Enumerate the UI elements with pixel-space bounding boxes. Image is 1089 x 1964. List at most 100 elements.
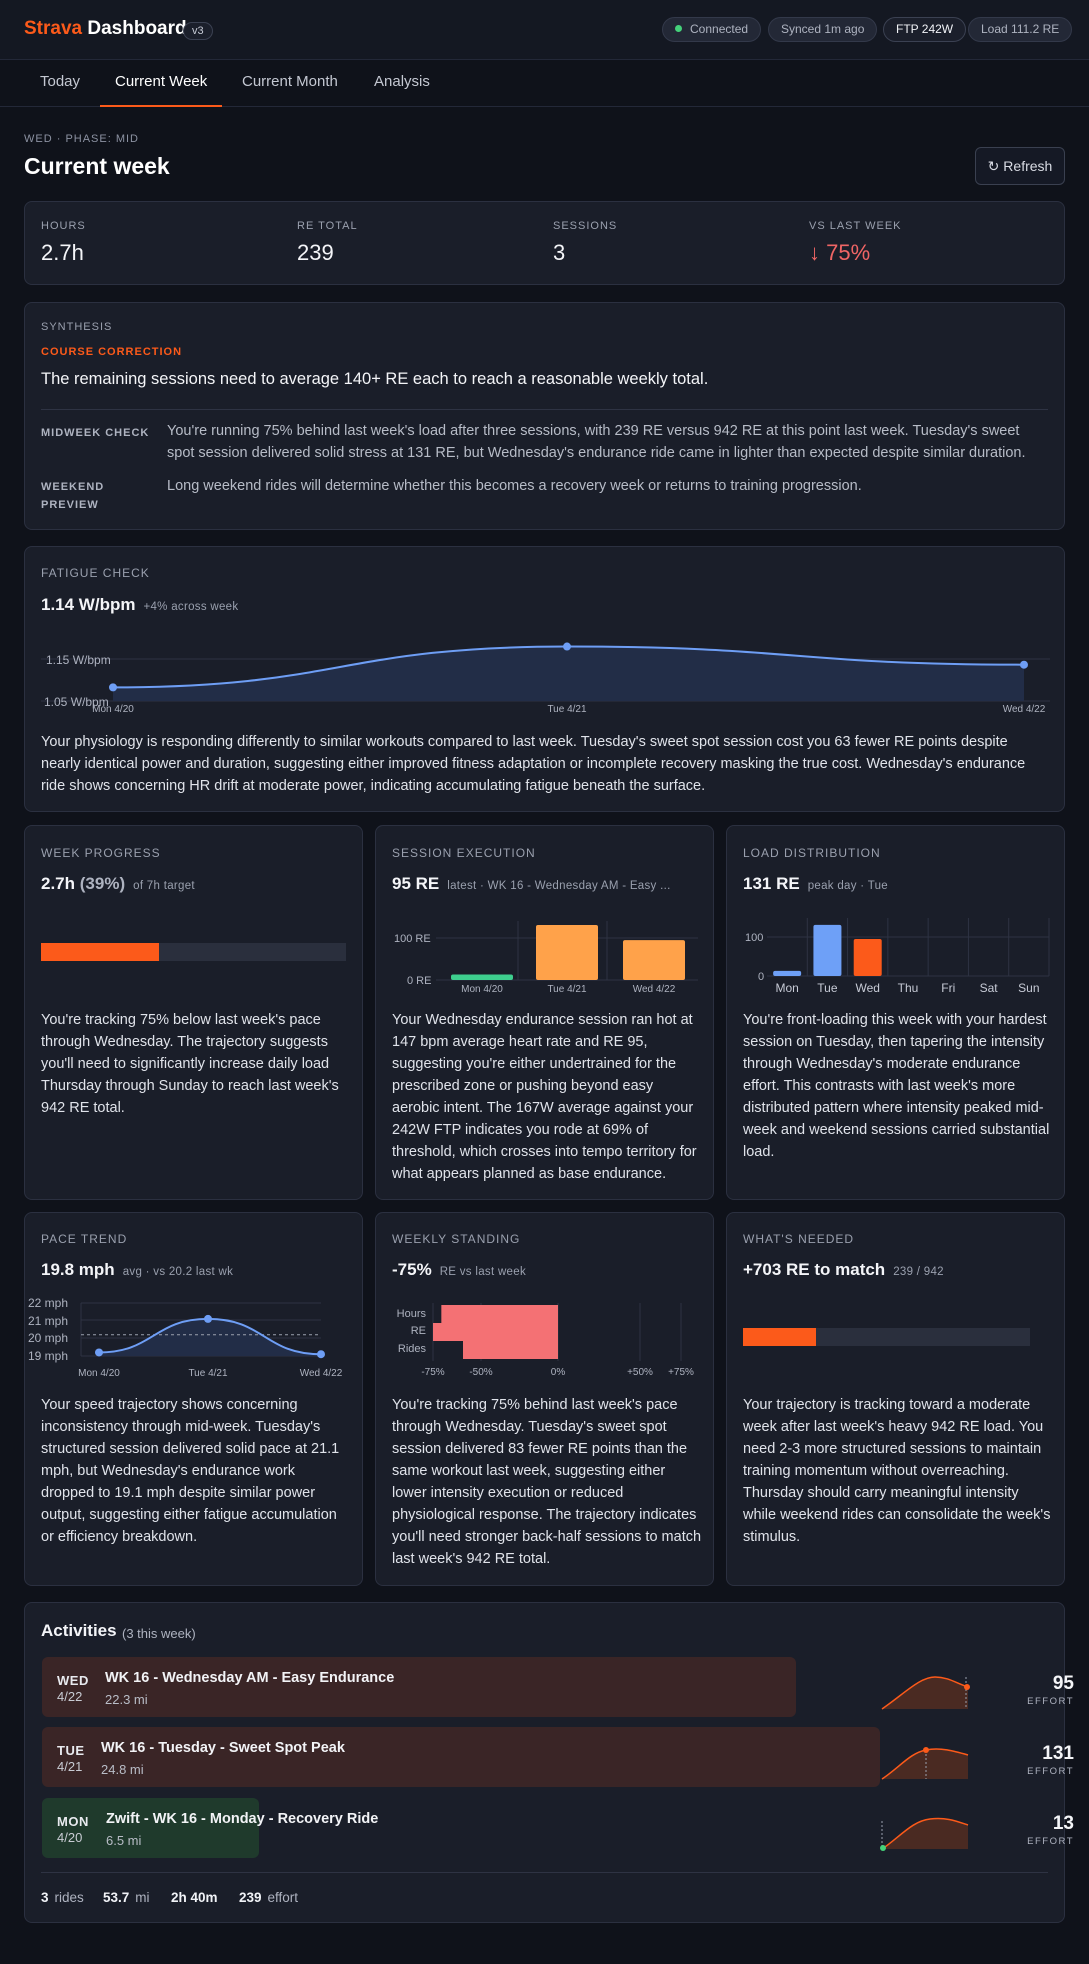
tab-today[interactable]: Today	[40, 73, 81, 90]
load-badge: Load 111.2 RE	[968, 17, 1073, 42]
stat-value-vs-last-week: ↓ 75%	[809, 240, 871, 265]
load-x-tick: Tue	[817, 981, 838, 995]
activity-title: WK 16 - Tuesday - Sweet Spot Peak	[101, 1740, 345, 1756]
weekly-standing-value: -75% RE vs last week	[392, 1260, 526, 1279]
session-y-tick: 100 RE	[394, 933, 431, 945]
activity-effort: 131	[1042, 1743, 1074, 1764]
fatigue-y-tick: 1.15 W/bpm	[46, 653, 111, 667]
standing-bar	[433, 1323, 558, 1341]
stats-card: HOURS 2.7h RE TOTAL 239 SESSIONS 3 VS LA…	[24, 201, 1065, 285]
pace-y-tick: 22 mph	[28, 1296, 68, 1310]
activity-sparkline	[881, 1747, 969, 1780]
weekend-preview-label: WEEKEND	[41, 481, 105, 493]
whats-needed-value: +703 RE to match 239 / 942	[743, 1260, 944, 1279]
activity-distance: 6.5 mi	[106, 1833, 142, 1848]
activity-effort-label: EFFORT	[1027, 1836, 1074, 1847]
load-x-tick: Thu	[898, 981, 919, 995]
pace-trend-chart: 22 mph 21 mph 20 mph 19 mph Mon 4/20 Tue…	[28, 1296, 343, 1379]
weekend-preview-text: Long weekend rides will determine whethe…	[167, 478, 862, 494]
synthesis-headline: The remaining sessions need to average 1…	[41, 370, 709, 388]
pace-point	[204, 1314, 212, 1323]
week-progress-value: 2.7h (39%) of 7h target	[41, 874, 195, 893]
whats-needed-label: WHAT'S NEEDED	[743, 1232, 855, 1246]
activities-card: Activities (3 this week) WED 4/22 WK 16 …	[24, 1602, 1074, 1923]
activity-distance: 24.8 mi	[101, 1762, 144, 1777]
tab-current-month[interactable]: Current Month	[242, 73, 338, 90]
session-y-tick: 0 RE	[407, 975, 431, 987]
fatigue-x-tick: Wed 4/22	[1003, 704, 1046, 715]
stat-label-sessions: SESSIONS	[553, 220, 618, 232]
weekly-standing-label: WEEKLY STANDING	[392, 1232, 521, 1246]
weekly-standing-text: You're tracking 75% behind last week's p…	[392, 1397, 702, 1567]
fatigue-area	[113, 646, 1024, 701]
summary-duration: 2h 40m	[171, 1890, 218, 1905]
session-bar	[536, 924, 598, 980]
activity-date: 4/21	[57, 1759, 83, 1774]
synthesis-label: SYNTHESIS	[41, 321, 113, 333]
fatigue-point	[563, 642, 571, 651]
pace-trend-text: Your speed trajectory shows concerning i…	[41, 1397, 340, 1545]
tab-current-week[interactable]: Current Week	[100, 60, 223, 107]
session-execution-card: SESSION EXECUTION 95 RE latest · WK 16 - …	[375, 825, 714, 1200]
standing-x-tick: -75%	[421, 1367, 444, 1378]
week-progress-label: WEEK PROGRESS	[41, 846, 161, 860]
stat-label-re-total: RE TOTAL	[297, 220, 358, 232]
session-execution-text: Your Wednesday endurance session ran hot…	[392, 1012, 697, 1182]
activity-title: WK 16 - Wednesday AM - Easy Endurance	[105, 1670, 395, 1686]
session-bar	[623, 940, 685, 980]
fatigue-card: FATIGUE CHECK 1.14 W/bpm +4% across week …	[24, 546, 1065, 812]
weekly-standing-card: WEEKLY STANDING -75% RE vs last week Hour…	[375, 1212, 714, 1586]
session-execution-value: 95 RE latest · WK 16 - Wednesday AM - Eas…	[392, 874, 671, 893]
stat-value-sessions: 3	[553, 240, 566, 265]
week-progress-track	[41, 943, 346, 961]
load-distribution-label: LOAD DISTRIBUTION	[743, 846, 881, 860]
whats-needed-text: Your trajectory is tracking toward a mod…	[743, 1397, 1051, 1545]
session-execution-label: SESSION EXECUTION	[392, 846, 536, 860]
load-distribution-text: You're front-loading this week with your…	[743, 1012, 1050, 1160]
activity-row[interactable]: MON 4/20 Zwift - WK 16 - Monday - Recove…	[42, 1798, 1049, 1858]
session-bar	[451, 974, 513, 980]
activities-title: Activities	[41, 1621, 117, 1640]
activity-row[interactable]: TUE 4/21 WK 16 - Tuesday - Sweet Spot Pe…	[42, 1727, 1049, 1787]
version-badge: v3	[183, 22, 213, 40]
standing-x-tick: -50%	[469, 1367, 492, 1378]
weekly-standing-chart: Hours RE Rides -75% -50% 0% +50% +75%	[397, 1303, 694, 1378]
stat-label-vs-last-week: VS LAST WEEK	[809, 220, 902, 232]
load-bar	[813, 924, 842, 976]
pace-point	[95, 1348, 103, 1357]
refresh-button[interactable]: ↻ Refresh	[975, 147, 1065, 185]
stat-label-hours: HOURS	[41, 220, 86, 232]
pace-trend-card: PACE TREND 19.8 mph avg · vs 20.2 last wk…	[24, 1212, 363, 1586]
midweek-check-text: You're running 75% behind last week's lo…	[167, 423, 1026, 461]
week-progress-fill	[41, 943, 159, 961]
top-bar: Strava Dashboard v3 Connected Synced 1m …	[0, 0, 1089, 60]
midweek-check-label: MIDWEEK CHECK	[41, 427, 150, 439]
synthesis-tag: COURSE CORRECTION	[41, 346, 183, 358]
arrow-down-icon: ↓	[809, 240, 820, 265]
stat-value-hours: 2.7h	[41, 240, 84, 265]
pace-trend-value: 19.8 mph avg · vs 20.2 last wk	[41, 1260, 234, 1279]
pace-trend-label: PACE TREND	[41, 1232, 128, 1246]
activity-row[interactable]: WED 4/22 WK 16 - Wednesday AM - Easy End…	[42, 1657, 1049, 1717]
standing-row-label: Rides	[398, 1343, 427, 1355]
activity-effort: 13	[1052, 1813, 1074, 1834]
week-progress-card: WEEK PROGRESS 2.7h (39%) of 7h target You…	[24, 825, 363, 1200]
tab-analysis[interactable]: Analysis	[374, 73, 430, 90]
standing-x-tick: +50%	[627, 1367, 653, 1378]
session-x-tick: Wed 4/22	[633, 984, 676, 995]
summary-effort: 239 effort	[239, 1890, 299, 1905]
standing-x-tick: +75%	[668, 1367, 694, 1378]
connection-status: Connected	[662, 17, 762, 42]
activity-sparkline	[881, 1676, 970, 1710]
week-progress-text: You're tracking 75% below last week's pa…	[41, 1012, 339, 1116]
synthesis-card: SYNTHESIS COURSE CORRECTION The remainin…	[24, 302, 1065, 530]
activity-date: 4/22	[57, 1689, 83, 1704]
activity-bar	[42, 1798, 259, 1858]
pace-y-tick: 19 mph	[28, 1349, 68, 1363]
session-execution-chart: 100 RE 0 RE Mon 4/20 Tue 4/21 Wed 4/22	[394, 921, 698, 995]
fatigue-label: FATIGUE CHECK	[41, 566, 150, 580]
fatigue-chart: 1.15 W/bpm 1.05 W/bpm Mon 4/20 Tue 4/21 …	[41, 642, 1050, 715]
stat-value-re-total: 239	[297, 240, 334, 265]
pace-y-tick: 20 mph	[28, 1331, 68, 1345]
refresh-icon: ↻	[987, 158, 1000, 174]
